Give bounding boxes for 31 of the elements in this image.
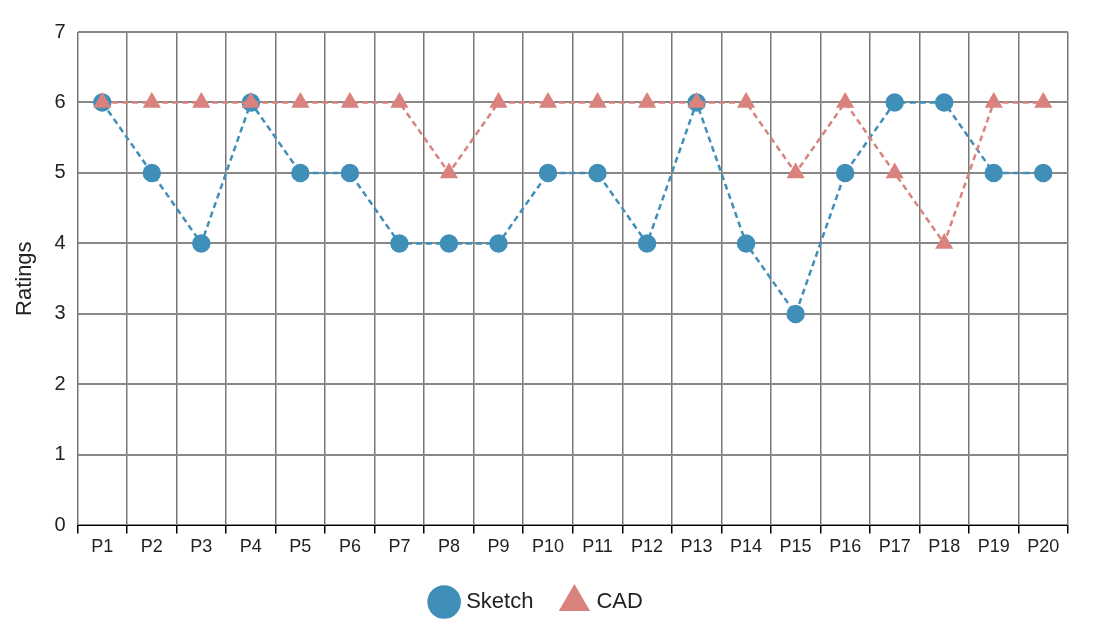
- x-tick-label: P13: [680, 536, 713, 557]
- x-tick-label: P2: [140, 536, 163, 557]
- x-tick-label: P20: [1027, 536, 1060, 557]
- y-tick-label: 1: [54, 442, 66, 465]
- y-tick-label: 2: [54, 371, 66, 394]
- x-tick-label: P1: [91, 536, 114, 557]
- y-tick-label: 6: [54, 90, 66, 112]
- x-tick-label: P7: [388, 536, 411, 557]
- x-tick-label: P14: [730, 536, 763, 557]
- y-tick-label: 7: [54, 19, 66, 42]
- y-tick-label: 5: [54, 160, 66, 183]
- y-tick-label: 4: [54, 230, 66, 253]
- x-tick-label: P6: [338, 536, 361, 557]
- x-tick-label: P19: [977, 536, 1010, 557]
- x-tick-label: P5: [289, 536, 312, 557]
- x-tick-label: P9: [487, 536, 510, 557]
- x-tick-label: P17: [878, 536, 911, 557]
- x-tick-label: P3: [190, 536, 213, 557]
- x-tick-label: P11: [582, 536, 613, 557]
- y-tick-label: 0: [54, 512, 66, 535]
- y-axis-title: Ratings: [11, 241, 37, 316]
- x-tick-label: P10: [531, 536, 565, 557]
- y-tick-label: 3: [54, 301, 66, 324]
- legend-label: CAD: [596, 588, 643, 614]
- x-tick-label: P18: [928, 536, 961, 557]
- x-tick-label: P8: [437, 536, 460, 557]
- legend-label: Sketch: [466, 588, 534, 614]
- x-tick-label: P12: [631, 536, 664, 557]
- x-tick-label: P16: [829, 536, 862, 557]
- x-tick-label: P4: [239, 536, 262, 557]
- x-tick-label: P15: [779, 536, 812, 557]
